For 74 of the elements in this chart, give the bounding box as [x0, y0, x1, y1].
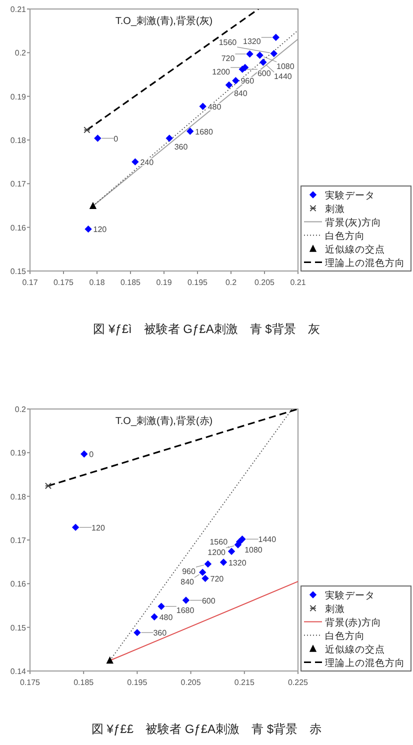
annotation: 960	[182, 567, 196, 576]
annotation: 1320	[243, 37, 262, 46]
annotation: 120	[93, 225, 108, 234]
annotation: 240	[140, 158, 154, 167]
y-tick-label: 0.17	[10, 180, 27, 189]
x-tick-label: 0.185	[120, 278, 142, 287]
text: 図 ¥ƒ£ì 被験者 Gƒ£A刺激 青 $背景 灰	[93, 322, 320, 336]
y-tick-label: 0.15	[10, 267, 27, 276]
legend-label: 理論上の混色方向	[325, 256, 405, 269]
x-tick-label: 0.195	[187, 278, 208, 287]
x-tick-label: 0.18	[89, 278, 106, 287]
annotation: 840	[180, 578, 195, 587]
legend-label: 実験データ	[325, 189, 375, 202]
y-tick-label: 0.2	[14, 48, 27, 58]
x-tick-label: 0.2	[225, 278, 238, 287]
annotation: 480	[159, 612, 174, 622]
legend-label: 背景(赤)方向	[325, 616, 382, 628]
legend-label: 刺激	[325, 602, 345, 615]
legend-label: 理論上の混色方向	[325, 656, 405, 669]
annotation: 1080	[276, 62, 295, 71]
annotation: 360	[174, 142, 188, 152]
annotation: 600	[257, 69, 272, 78]
legend-label: 白色方向	[325, 630, 365, 642]
x-tick-label: 0.225	[288, 678, 309, 687]
y-tick-label: 0.16	[10, 580, 27, 589]
legend-label: 近似線の交点	[325, 243, 385, 256]
x-tick-label: 0.17	[22, 278, 38, 287]
y-tick-label: 0.18	[10, 136, 27, 145]
annotation: 0	[114, 134, 119, 144]
x-tick-label: 0.205	[180, 678, 202, 687]
y-tick-label: 0.14	[10, 667, 27, 676]
y-tick-label: 0.21	[10, 5, 27, 14]
x-tick-label: 0.205	[254, 278, 276, 287]
annotation: 1680	[176, 606, 195, 616]
annotation: 360	[153, 628, 168, 638]
text: T.O_刺激(青),背景(灰)	[115, 15, 213, 27]
annotation: 1560	[210, 537, 228, 546]
text: T.O_刺激(青),背景(赤)	[115, 415, 213, 427]
legend-label: 実験データ	[325, 589, 375, 602]
legend-label: 近似線の交点	[325, 643, 385, 656]
annotation: 1560	[218, 38, 238, 48]
y-tick-label: 0.18	[10, 492, 27, 502]
annotation: 960	[240, 76, 255, 86]
annotation: 1440	[274, 72, 292, 82]
y-tick-label: 0.19	[10, 92, 27, 102]
annotation: 120	[92, 523, 106, 532]
annotation: 0	[89, 450, 94, 459]
annotation: 840	[234, 88, 248, 98]
annotation: 720	[221, 54, 236, 63]
legend-label: 白色方向	[325, 230, 365, 242]
x-tick-label: 0.175	[20, 678, 41, 687]
x-tick-label: 0.195	[127, 678, 148, 687]
x-tick-label: 0.19	[156, 278, 172, 287]
legend-label: 背景(灰)方向	[325, 216, 382, 228]
annotation: 1320	[228, 558, 247, 568]
annotation: 600	[202, 596, 216, 606]
annotation: 480	[208, 102, 222, 112]
y-tick-label: 0.16	[10, 223, 27, 232]
annotation: 1440	[258, 535, 277, 544]
y-tick-label: 0.19	[10, 448, 27, 458]
x-tick-label: 0.175	[53, 278, 74, 287]
text: 図 ¥ƒ££ 被験者 Gƒ£A刺激 青 $背景 赤	[91, 722, 322, 736]
y-tick-label: 0.15	[10, 623, 27, 632]
x-tick-label: 0.21	[290, 278, 306, 287]
y-tick-label: 0.17	[10, 536, 27, 545]
x-tick-label: 0.185	[74, 678, 94, 687]
annotation: 1200	[208, 548, 226, 557]
annotation: 1200	[212, 67, 231, 76]
annotation: 1680	[195, 127, 214, 136]
x-tick-label: 0.215	[234, 678, 255, 687]
legend-label: 刺激	[325, 202, 345, 215]
annotation: 720	[210, 574, 224, 584]
annotation: 1080	[244, 546, 263, 555]
y-tick-label: 0.2	[14, 405, 27, 414]
